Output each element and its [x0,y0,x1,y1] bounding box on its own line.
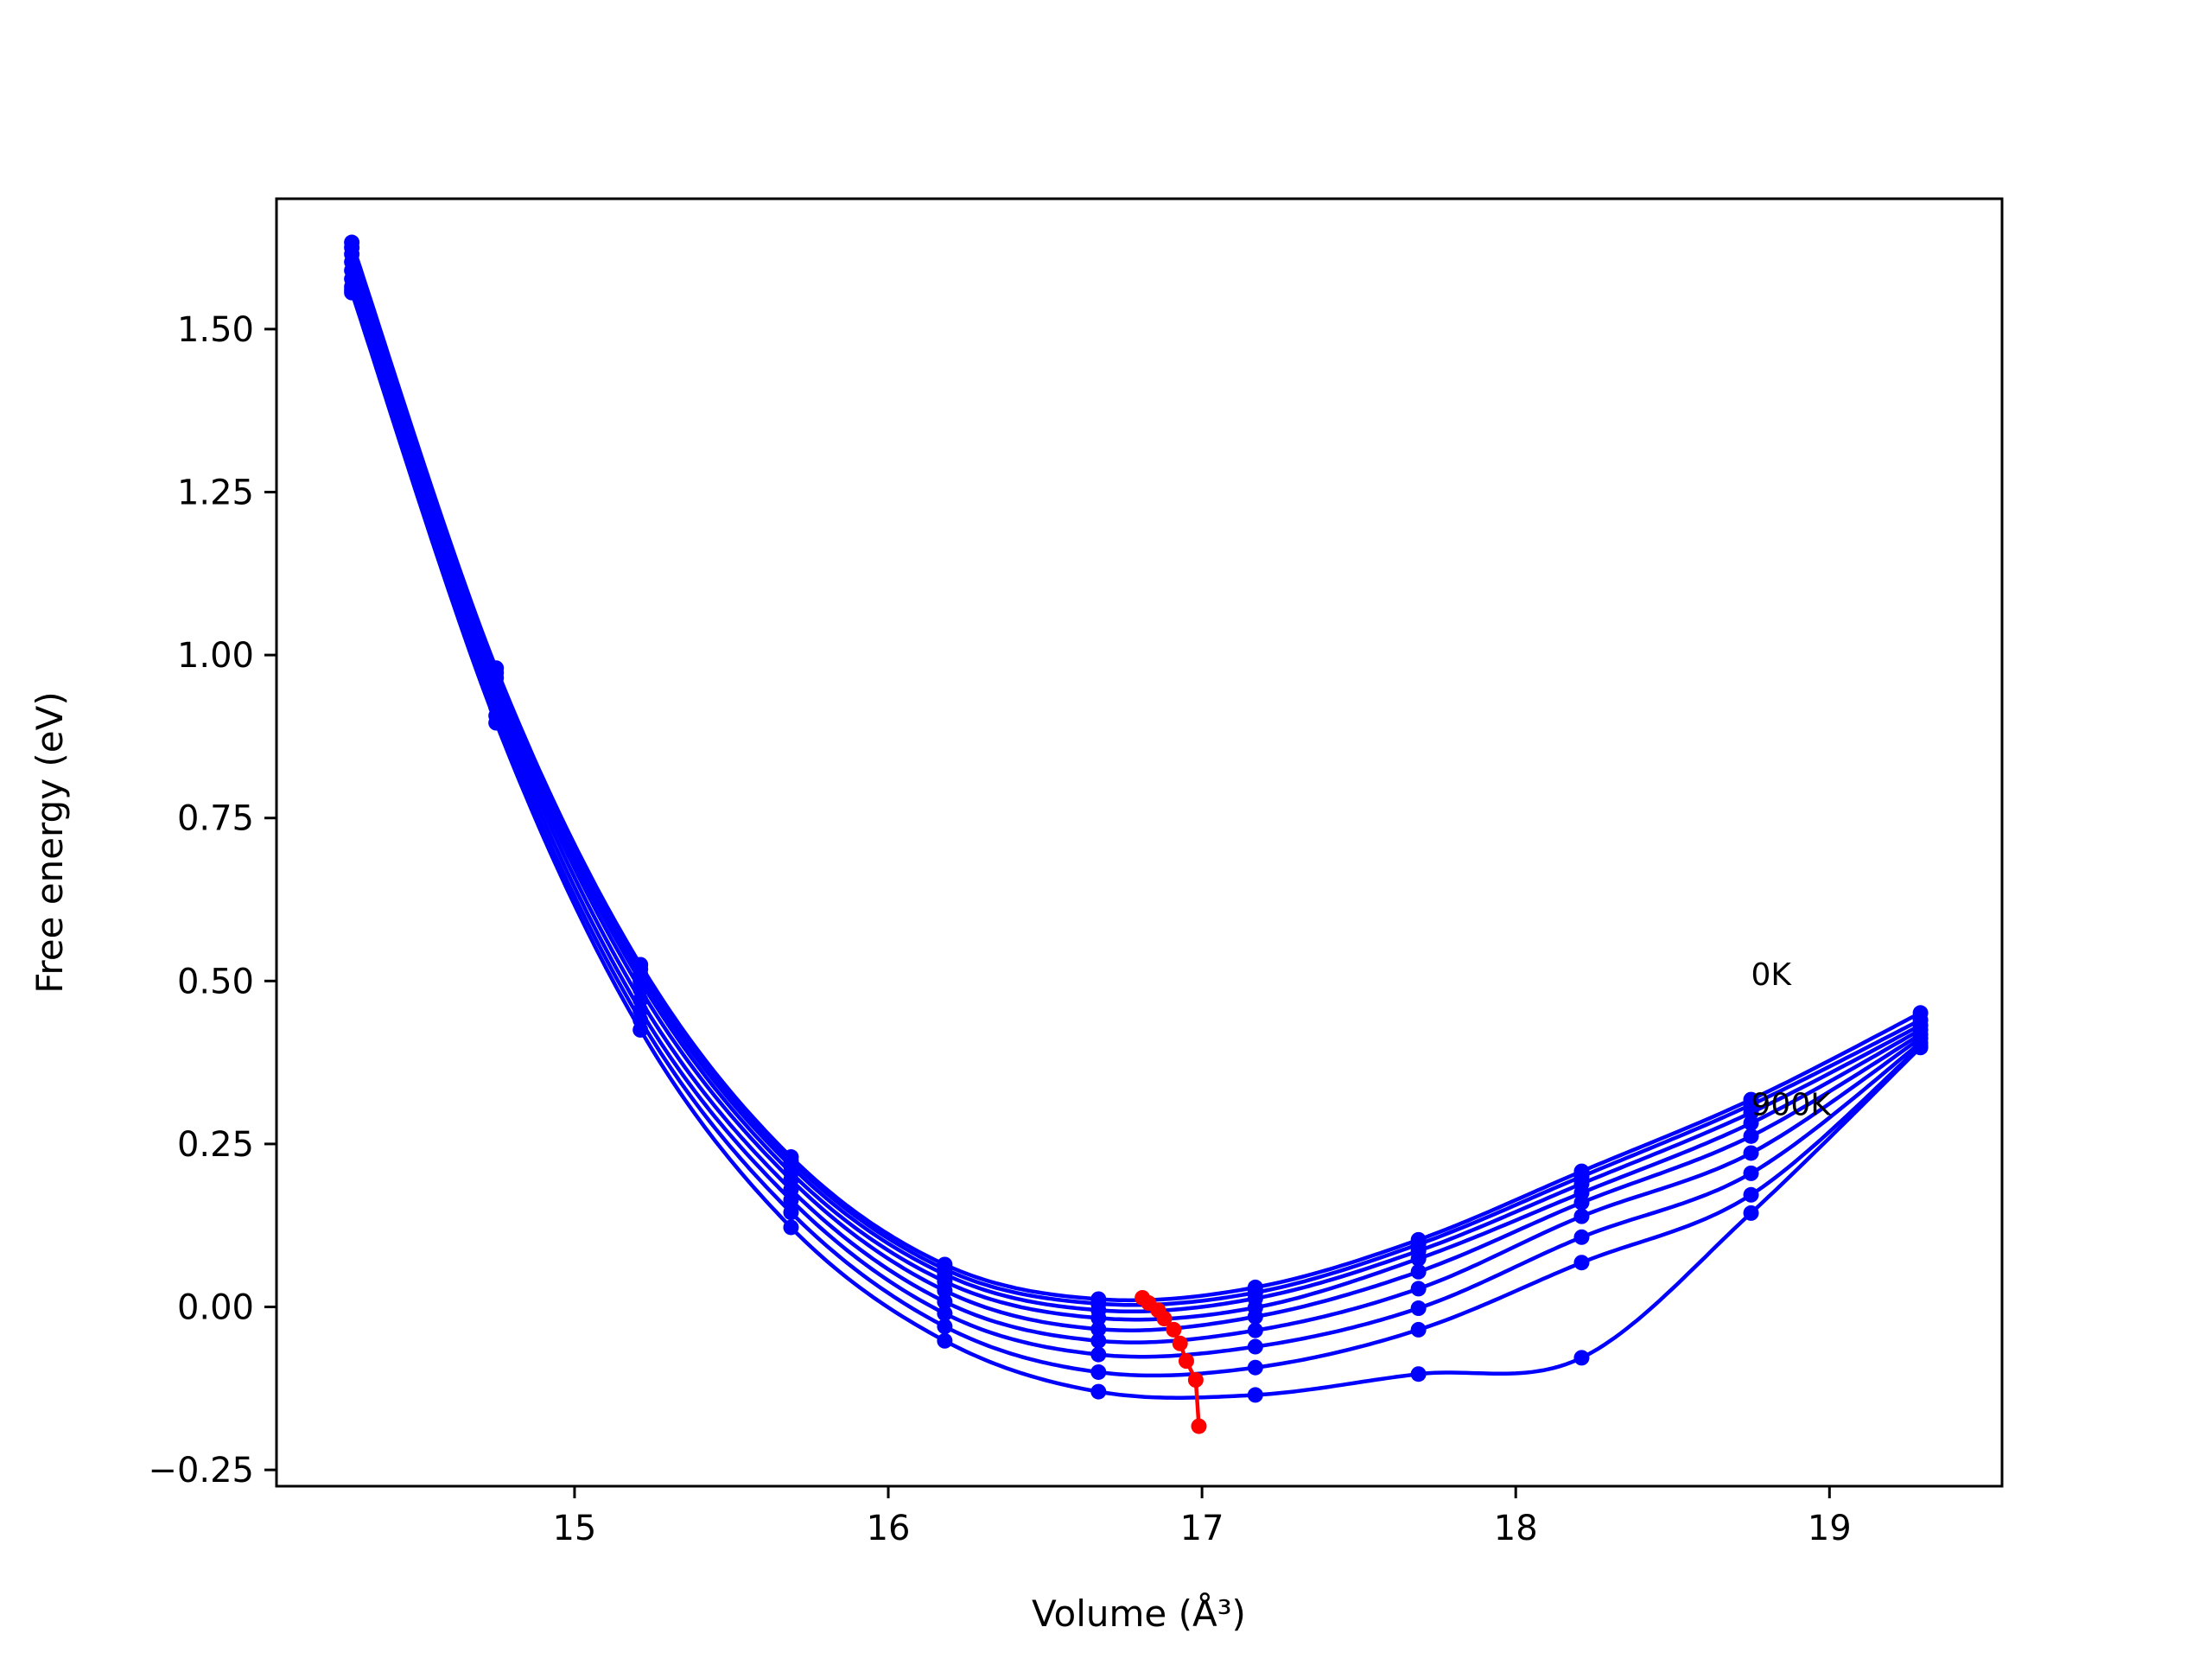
data-point [1090,1346,1107,1363]
data-point [937,1294,953,1310]
data-point [1743,1165,1759,1181]
y-axis-title: Free energy (eV) [29,691,71,994]
data-point [937,1282,953,1299]
data-point [1247,1322,1263,1338]
x-tick-label: 17 [1180,1509,1224,1548]
data-point [344,284,360,301]
data-point [1573,1255,1590,1271]
data-point [1090,1321,1107,1338]
data-point [1743,1128,1759,1144]
data-point [783,1219,799,1236]
data-point [1410,1300,1427,1317]
data-point [488,715,505,731]
data-point [1410,1366,1427,1382]
y-tick-label: 0.50 [177,962,254,1001]
data-point [1090,1383,1107,1400]
data-point [937,1332,953,1349]
plot-frame [275,197,2004,1488]
x-tick-label: 19 [1808,1509,1852,1548]
data-point [1410,1281,1427,1297]
data-point [1247,1359,1263,1376]
data-point [1573,1229,1590,1245]
data-point [1573,1194,1590,1211]
data-point [1247,1387,1263,1403]
minimum-point [1156,1311,1173,1327]
x-tick-label: 18 [1494,1509,1538,1548]
points-layer [344,234,1929,1403]
x-axis-title: Volume (Å³) [1032,1592,1246,1635]
x-axis: 15 16 17 18 19 [552,1486,1852,1548]
y-tick-label: 1.00 [177,636,254,676]
data-point [1410,1321,1427,1338]
minimum-point [1191,1418,1207,1434]
data-point [1573,1350,1590,1366]
data-point [632,1021,649,1038]
data-point [1410,1250,1427,1267]
y-tick-label: −0.25 [148,1451,254,1491]
annotations: 0K 900K [1751,957,1833,1123]
x-tick-label: 16 [867,1509,911,1548]
data-point [1743,1145,1759,1161]
data-point [1247,1308,1263,1325]
y-tick-label: 0.00 [177,1288,254,1328]
data-point [1743,1186,1759,1203]
data-point [1912,1039,1929,1056]
y-tick-label: 0.25 [177,1125,254,1165]
y-axis: −0.25 0.00 0.25 0.50 0.75 1.00 1.25 1.50 [148,310,276,1491]
data-point [1090,1310,1107,1326]
x-tick-label: 15 [552,1509,596,1548]
data-point [937,1306,953,1322]
data-point [1410,1263,1427,1280]
data-point [1743,1115,1759,1131]
data-point [1743,1205,1759,1221]
data-point [783,1205,799,1221]
minimum-point [1166,1321,1182,1338]
data-point [1090,1332,1107,1349]
curve-annotation: 0K [1751,957,1793,993]
data-point [1090,1363,1107,1380]
y-tick-label: 0.75 [177,799,254,839]
curve-annotation: 900K [1751,1088,1833,1123]
minimum-point [1187,1372,1204,1389]
y-tick-label: 1.50 [177,310,254,350]
y-tick-label: 1.25 [177,473,254,512]
data-point [1573,1208,1590,1224]
minimum-point [1178,1353,1194,1370]
data-point [1247,1338,1263,1355]
minimum-line-layer [1135,1289,1207,1434]
data-point [937,1319,953,1335]
data-point [783,1192,799,1208]
minimum-point [1172,1335,1188,1351]
